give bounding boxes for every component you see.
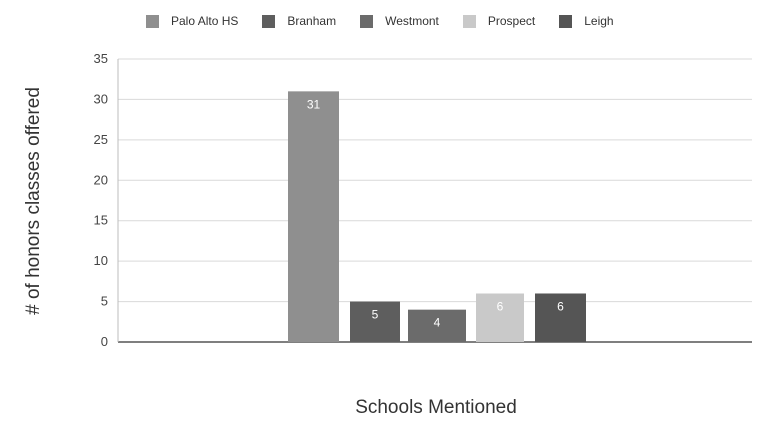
legend-label: Prospect xyxy=(487,14,536,28)
legend-item-prospect: Prospect xyxy=(462,14,536,28)
legend-item-branham: Branham xyxy=(262,14,336,28)
legend-item-palo-alto-hs: Palo Alto HS xyxy=(146,14,238,28)
legend-item-westmont: Westmont xyxy=(360,14,439,28)
bar-prospect xyxy=(476,293,524,342)
legend-item-leigh: Leigh xyxy=(559,14,614,28)
legend-swatch xyxy=(262,14,276,28)
bar-value-label: 6 xyxy=(557,299,564,313)
y-tick-label: 0 xyxy=(101,334,108,349)
y-tick-label: 10 xyxy=(94,253,108,268)
y-tick-label: 35 xyxy=(94,51,108,66)
bar-branham xyxy=(350,301,400,342)
y-tick-label: 25 xyxy=(94,132,108,147)
legend-label: Branham xyxy=(287,14,337,28)
y-tick-label: 20 xyxy=(94,172,108,187)
y-tick-label: 5 xyxy=(101,294,108,309)
legend-swatch xyxy=(462,14,476,28)
legend-label: Leigh xyxy=(584,14,614,28)
y-axis-label: # of honors classes offered xyxy=(23,87,44,315)
bar-value-label: 4 xyxy=(434,316,441,330)
bar-leigh xyxy=(535,293,586,342)
bar-value-label: 31 xyxy=(307,97,321,111)
x-axis-label: Schools Mentioned xyxy=(355,397,517,418)
y-tick-label: 15 xyxy=(94,213,108,228)
chart-legend: Palo Alto HS Branham Westmont Prospect L… xyxy=(146,14,638,28)
legend-swatch xyxy=(559,14,573,28)
y-tick-label: 30 xyxy=(94,91,108,106)
bar-value-label: 5 xyxy=(372,308,379,322)
legend-label: Westmont xyxy=(385,14,439,28)
bar-palo-alto-hs xyxy=(288,91,339,342)
legend-swatch xyxy=(146,14,159,28)
bar-value-label: 6 xyxy=(497,299,504,313)
bar-westmont xyxy=(408,309,466,342)
legend-label: Palo Alto HS xyxy=(171,14,239,28)
legend-swatch xyxy=(360,14,374,28)
